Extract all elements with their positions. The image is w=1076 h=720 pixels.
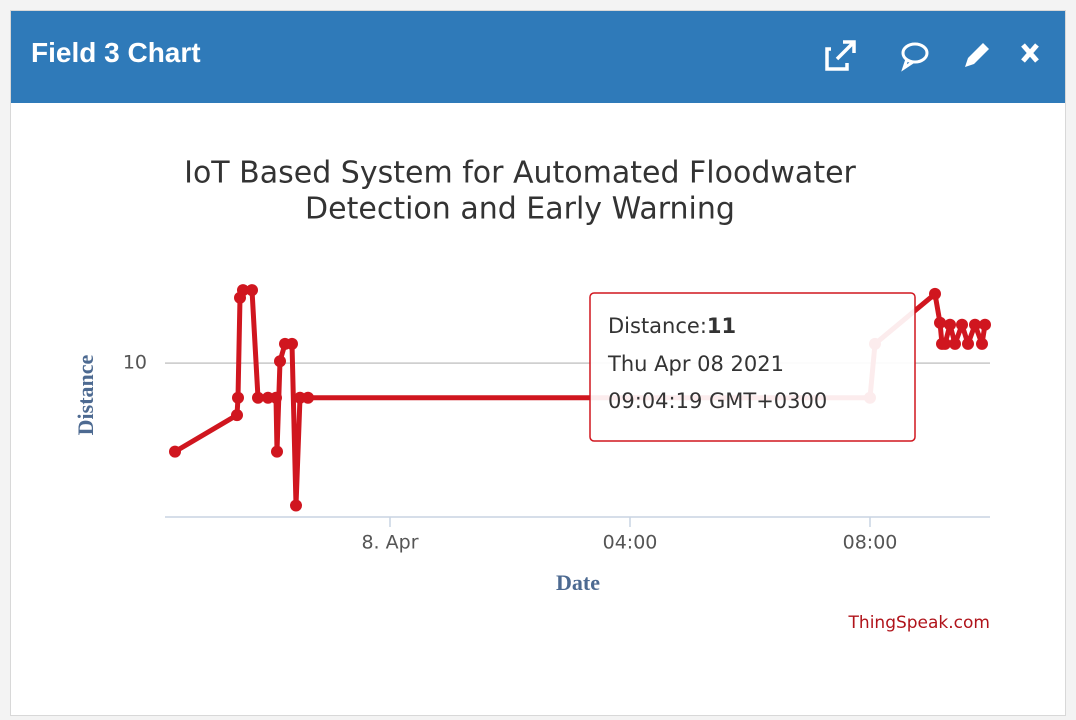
comment-icon[interactable] — [901, 42, 929, 72]
tooltip-time: 09:04:19 GMT+0300 — [608, 389, 827, 413]
widget-title: Field 3 Chart — [31, 37, 201, 68]
y-tick-label: 10 — [123, 352, 147, 374]
tooltip-box — [589, 292, 916, 442]
credit: ThingSpeak.com — [848, 613, 990, 633]
chart-subtitle: Detection and Early Warning — [305, 192, 735, 227]
data-point — [271, 445, 283, 458]
chart-title: IoT Based System for Automated Floodwate… — [184, 156, 856, 191]
data-point — [929, 287, 941, 300]
tooltip-date: Thu Apr 08 2021 — [607, 352, 784, 376]
widget-header: Field 3 Chart — [11, 11, 1065, 103]
data-point — [944, 318, 956, 331]
data-point — [246, 284, 258, 297]
data-point — [956, 318, 968, 331]
data-point — [252, 391, 264, 404]
header-icons — [825, 40, 1039, 72]
data-point — [274, 355, 286, 368]
data-point — [232, 391, 244, 404]
tooltip-value: 11 — [707, 314, 736, 338]
x-tick-label: 8. Apr — [361, 532, 418, 554]
data-point — [169, 445, 181, 458]
data-point — [979, 318, 991, 331]
data-point — [969, 318, 981, 331]
data-point — [231, 409, 243, 422]
edit-icon[interactable] — [965, 43, 989, 67]
x-axis-title: Date — [556, 570, 600, 595]
data-point — [939, 337, 951, 350]
data-point — [302, 391, 314, 404]
data-point — [290, 499, 302, 512]
tooltip: Distance:11 Thu Apr 08 2021 09:04:19 GMT+0… — [589, 292, 916, 442]
close-icon[interactable] — [1021, 43, 1039, 63]
tooltip-label: Distance: — [608, 314, 707, 338]
data-point — [949, 337, 961, 350]
data-point — [934, 316, 946, 329]
data-point — [962, 337, 974, 350]
x-tick-label: 08:00 — [843, 532, 898, 554]
data-point — [237, 284, 249, 297]
tooltip-line: Distance:11 — [608, 314, 736, 338]
data-point — [286, 337, 298, 350]
y-axis-title: Distance — [73, 354, 98, 435]
open-icon[interactable] — [825, 40, 856, 71]
data-point — [976, 337, 988, 350]
x-tick-label: 04:00 — [603, 532, 658, 554]
data-point — [270, 391, 282, 404]
